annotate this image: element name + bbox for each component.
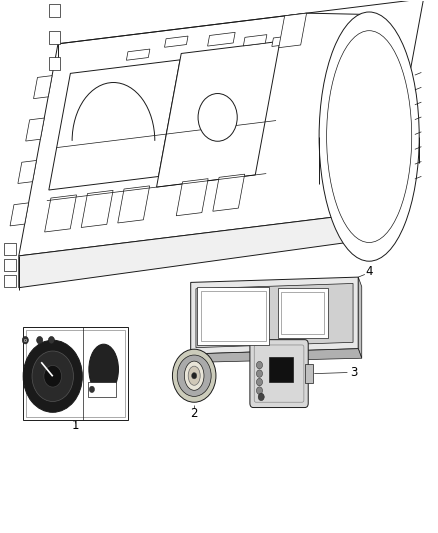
- Polygon shape: [45, 195, 77, 232]
- Polygon shape: [358, 277, 362, 358]
- Circle shape: [198, 93, 237, 141]
- Text: 3: 3: [350, 366, 357, 379]
- Bar: [49, 30, 60, 44]
- Bar: [49, 4, 60, 17]
- Circle shape: [22, 336, 28, 344]
- Polygon shape: [18, 160, 36, 183]
- Text: 2: 2: [191, 407, 198, 421]
- Bar: [26, 330, 125, 417]
- Circle shape: [191, 373, 197, 379]
- Circle shape: [256, 387, 262, 394]
- Text: 4: 4: [365, 265, 373, 278]
- Text: 1: 1: [72, 419, 79, 432]
- Bar: [269, 357, 293, 382]
- Bar: [88, 382, 116, 397]
- Circle shape: [37, 336, 43, 344]
- Circle shape: [256, 370, 262, 377]
- Polygon shape: [49, 60, 180, 190]
- Polygon shape: [278, 288, 328, 338]
- Circle shape: [177, 355, 211, 397]
- Polygon shape: [196, 284, 353, 348]
- Ellipse shape: [184, 361, 204, 390]
- Polygon shape: [208, 33, 235, 46]
- Polygon shape: [165, 36, 188, 47]
- Ellipse shape: [188, 366, 200, 385]
- Polygon shape: [244, 35, 267, 46]
- Polygon shape: [279, 13, 307, 47]
- Bar: [4, 259, 16, 271]
- Polygon shape: [176, 179, 208, 216]
- Bar: [23, 327, 127, 420]
- Polygon shape: [156, 42, 280, 187]
- Polygon shape: [272, 36, 292, 46]
- Polygon shape: [118, 186, 150, 223]
- Ellipse shape: [89, 344, 118, 394]
- Polygon shape: [10, 203, 28, 226]
- Bar: [4, 275, 16, 287]
- Circle shape: [89, 386, 95, 393]
- Circle shape: [32, 351, 74, 401]
- Ellipse shape: [319, 12, 419, 261]
- Polygon shape: [127, 49, 150, 60]
- Polygon shape: [197, 287, 269, 345]
- Circle shape: [44, 366, 62, 387]
- FancyBboxPatch shape: [250, 340, 308, 408]
- Bar: [4, 243, 16, 255]
- Circle shape: [256, 361, 262, 369]
- Polygon shape: [81, 190, 113, 228]
- Circle shape: [48, 336, 54, 344]
- Bar: [305, 364, 313, 383]
- Polygon shape: [191, 277, 358, 354]
- Polygon shape: [26, 118, 44, 141]
- Circle shape: [258, 393, 264, 401]
- Polygon shape: [213, 174, 245, 211]
- Circle shape: [256, 378, 262, 386]
- Polygon shape: [19, 0, 424, 256]
- Polygon shape: [19, 211, 385, 288]
- Polygon shape: [34, 76, 52, 99]
- Circle shape: [173, 349, 216, 402]
- Polygon shape: [191, 349, 362, 362]
- Circle shape: [23, 340, 82, 413]
- Bar: [49, 57, 60, 70]
- Text: o: o: [24, 338, 27, 343]
